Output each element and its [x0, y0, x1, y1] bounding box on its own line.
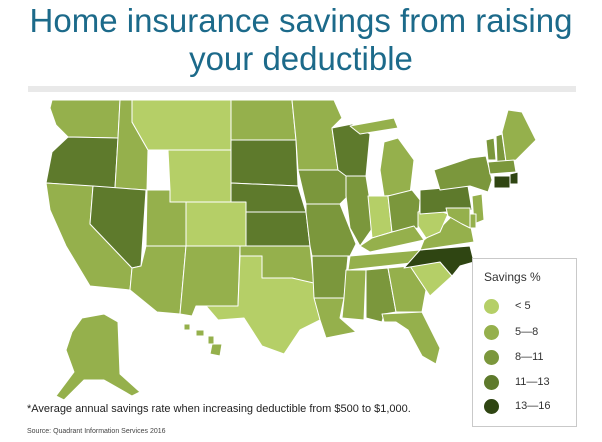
- state-md: [445, 207, 471, 229]
- state-ky: [359, 225, 425, 253]
- state-ms: [341, 269, 367, 321]
- legend-item: 13—16: [484, 399, 574, 415]
- title-line-1: Home insurance savings from raising: [29, 2, 573, 39]
- state-fl: [381, 311, 441, 365]
- state-nc: [403, 245, 475, 277]
- state-ks: [245, 211, 311, 247]
- state-co: [185, 201, 247, 247]
- legend-item: 5—8: [484, 325, 574, 341]
- legend-item: 8—11: [484, 350, 574, 366]
- legend-swatch: [484, 399, 499, 414]
- legend-label: 13—16: [515, 400, 551, 412]
- state-ri: [509, 171, 519, 185]
- legend-label: 5—8: [515, 326, 539, 338]
- legend-item: 11—13: [484, 375, 574, 391]
- us-choropleth-map: [45, 99, 537, 401]
- legend-swatch: [484, 350, 499, 365]
- state-nd: [230, 99, 297, 141]
- state-vt: [485, 137, 497, 161]
- state-de: [469, 213, 477, 229]
- legend-title: Savings %: [484, 270, 541, 284]
- legend-swatch: [484, 375, 499, 390]
- state-ma: [487, 159, 517, 175]
- legend-item: < 5: [484, 299, 574, 315]
- legend-label: 11—13: [515, 376, 550, 388]
- legend: Savings % < 5 5—8 8—11 11—13 13—16: [472, 258, 577, 427]
- page-title: Home insurance savings from raising your…: [0, 2, 602, 78]
- legend-swatch: [484, 325, 499, 340]
- state-ct: [493, 175, 511, 189]
- state-mt: [131, 99, 232, 151]
- state-me: [501, 109, 537, 163]
- legend-label: < 5: [515, 300, 531, 312]
- state-ia: [297, 169, 351, 205]
- state-tx: [205, 255, 325, 355]
- state-wa: [49, 99, 121, 139]
- state-hi: [183, 323, 223, 357]
- footnote: *Average annual savings rate when increa…: [27, 403, 411, 415]
- state-ak: [55, 313, 141, 401]
- state-ny: [433, 155, 493, 193]
- state-ar: [311, 255, 349, 299]
- state-or: [45, 136, 119, 189]
- source-note: Source: Quadrant Information Services 20…: [27, 428, 166, 435]
- legend-label: 8—11: [515, 351, 544, 363]
- state-oh: [387, 189, 421, 233]
- state-sd: [230, 139, 299, 187]
- title-divider: [28, 86, 576, 92]
- state-wy: [167, 149, 232, 203]
- title-line-2: your deductible: [189, 40, 413, 77]
- legend-swatch: [484, 299, 499, 314]
